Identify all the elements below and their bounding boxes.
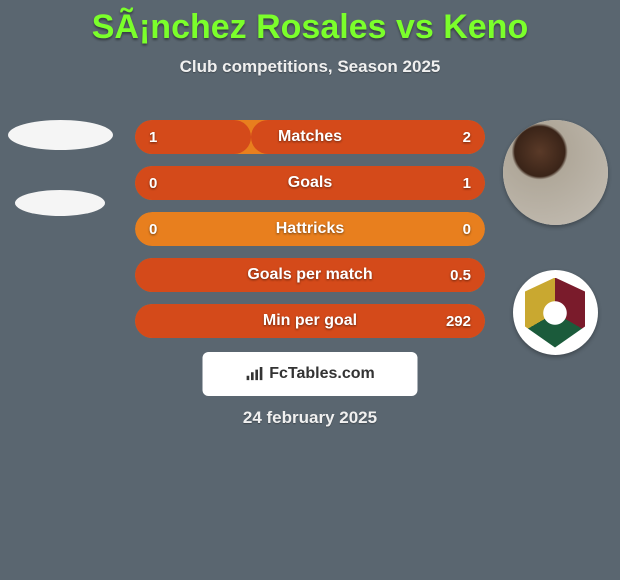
date-text: 24 february 2025 bbox=[0, 408, 620, 428]
page-title: SÃ¡nchez Rosales vs Keno bbox=[0, 0, 620, 47]
stat-value-right: 0 bbox=[463, 221, 471, 238]
stat-value-right: 2 bbox=[463, 129, 471, 146]
crest-icon bbox=[525, 278, 585, 348]
right-player-column bbox=[500, 120, 610, 355]
stat-value-right: 292 bbox=[446, 313, 471, 330]
stat-bar: 0Goals1 bbox=[135, 166, 485, 200]
stat-bar: Goals per match0.5 bbox=[135, 258, 485, 292]
stat-bar: Min per goal292 bbox=[135, 304, 485, 338]
left-club-crest-placeholder bbox=[15, 190, 105, 216]
right-player-avatar bbox=[503, 120, 608, 225]
stat-value-left: 0 bbox=[149, 221, 157, 238]
left-player-avatar-placeholder bbox=[8, 120, 113, 150]
right-club-crest bbox=[513, 270, 598, 355]
stat-bar: 1Matches2 bbox=[135, 120, 485, 154]
bar-chart-icon bbox=[245, 367, 263, 381]
stat-value-left: 1 bbox=[149, 129, 157, 146]
site-logo[interactable]: FcTables.com bbox=[203, 352, 418, 396]
player-photo bbox=[503, 120, 608, 225]
left-player-column bbox=[5, 120, 115, 216]
stat-value-right: 0.5 bbox=[450, 267, 471, 284]
stat-value-left: 0 bbox=[149, 175, 157, 192]
page-subtitle: Club competitions, Season 2025 bbox=[0, 57, 620, 77]
stat-value-right: 1 bbox=[463, 175, 471, 192]
stat-bar: 0Hattricks0 bbox=[135, 212, 485, 246]
site-logo-text: FcTables.com bbox=[269, 365, 375, 383]
stats-bars: 1Matches2 0Goals1 0Hattricks0 Goals per mat… bbox=[135, 120, 485, 338]
